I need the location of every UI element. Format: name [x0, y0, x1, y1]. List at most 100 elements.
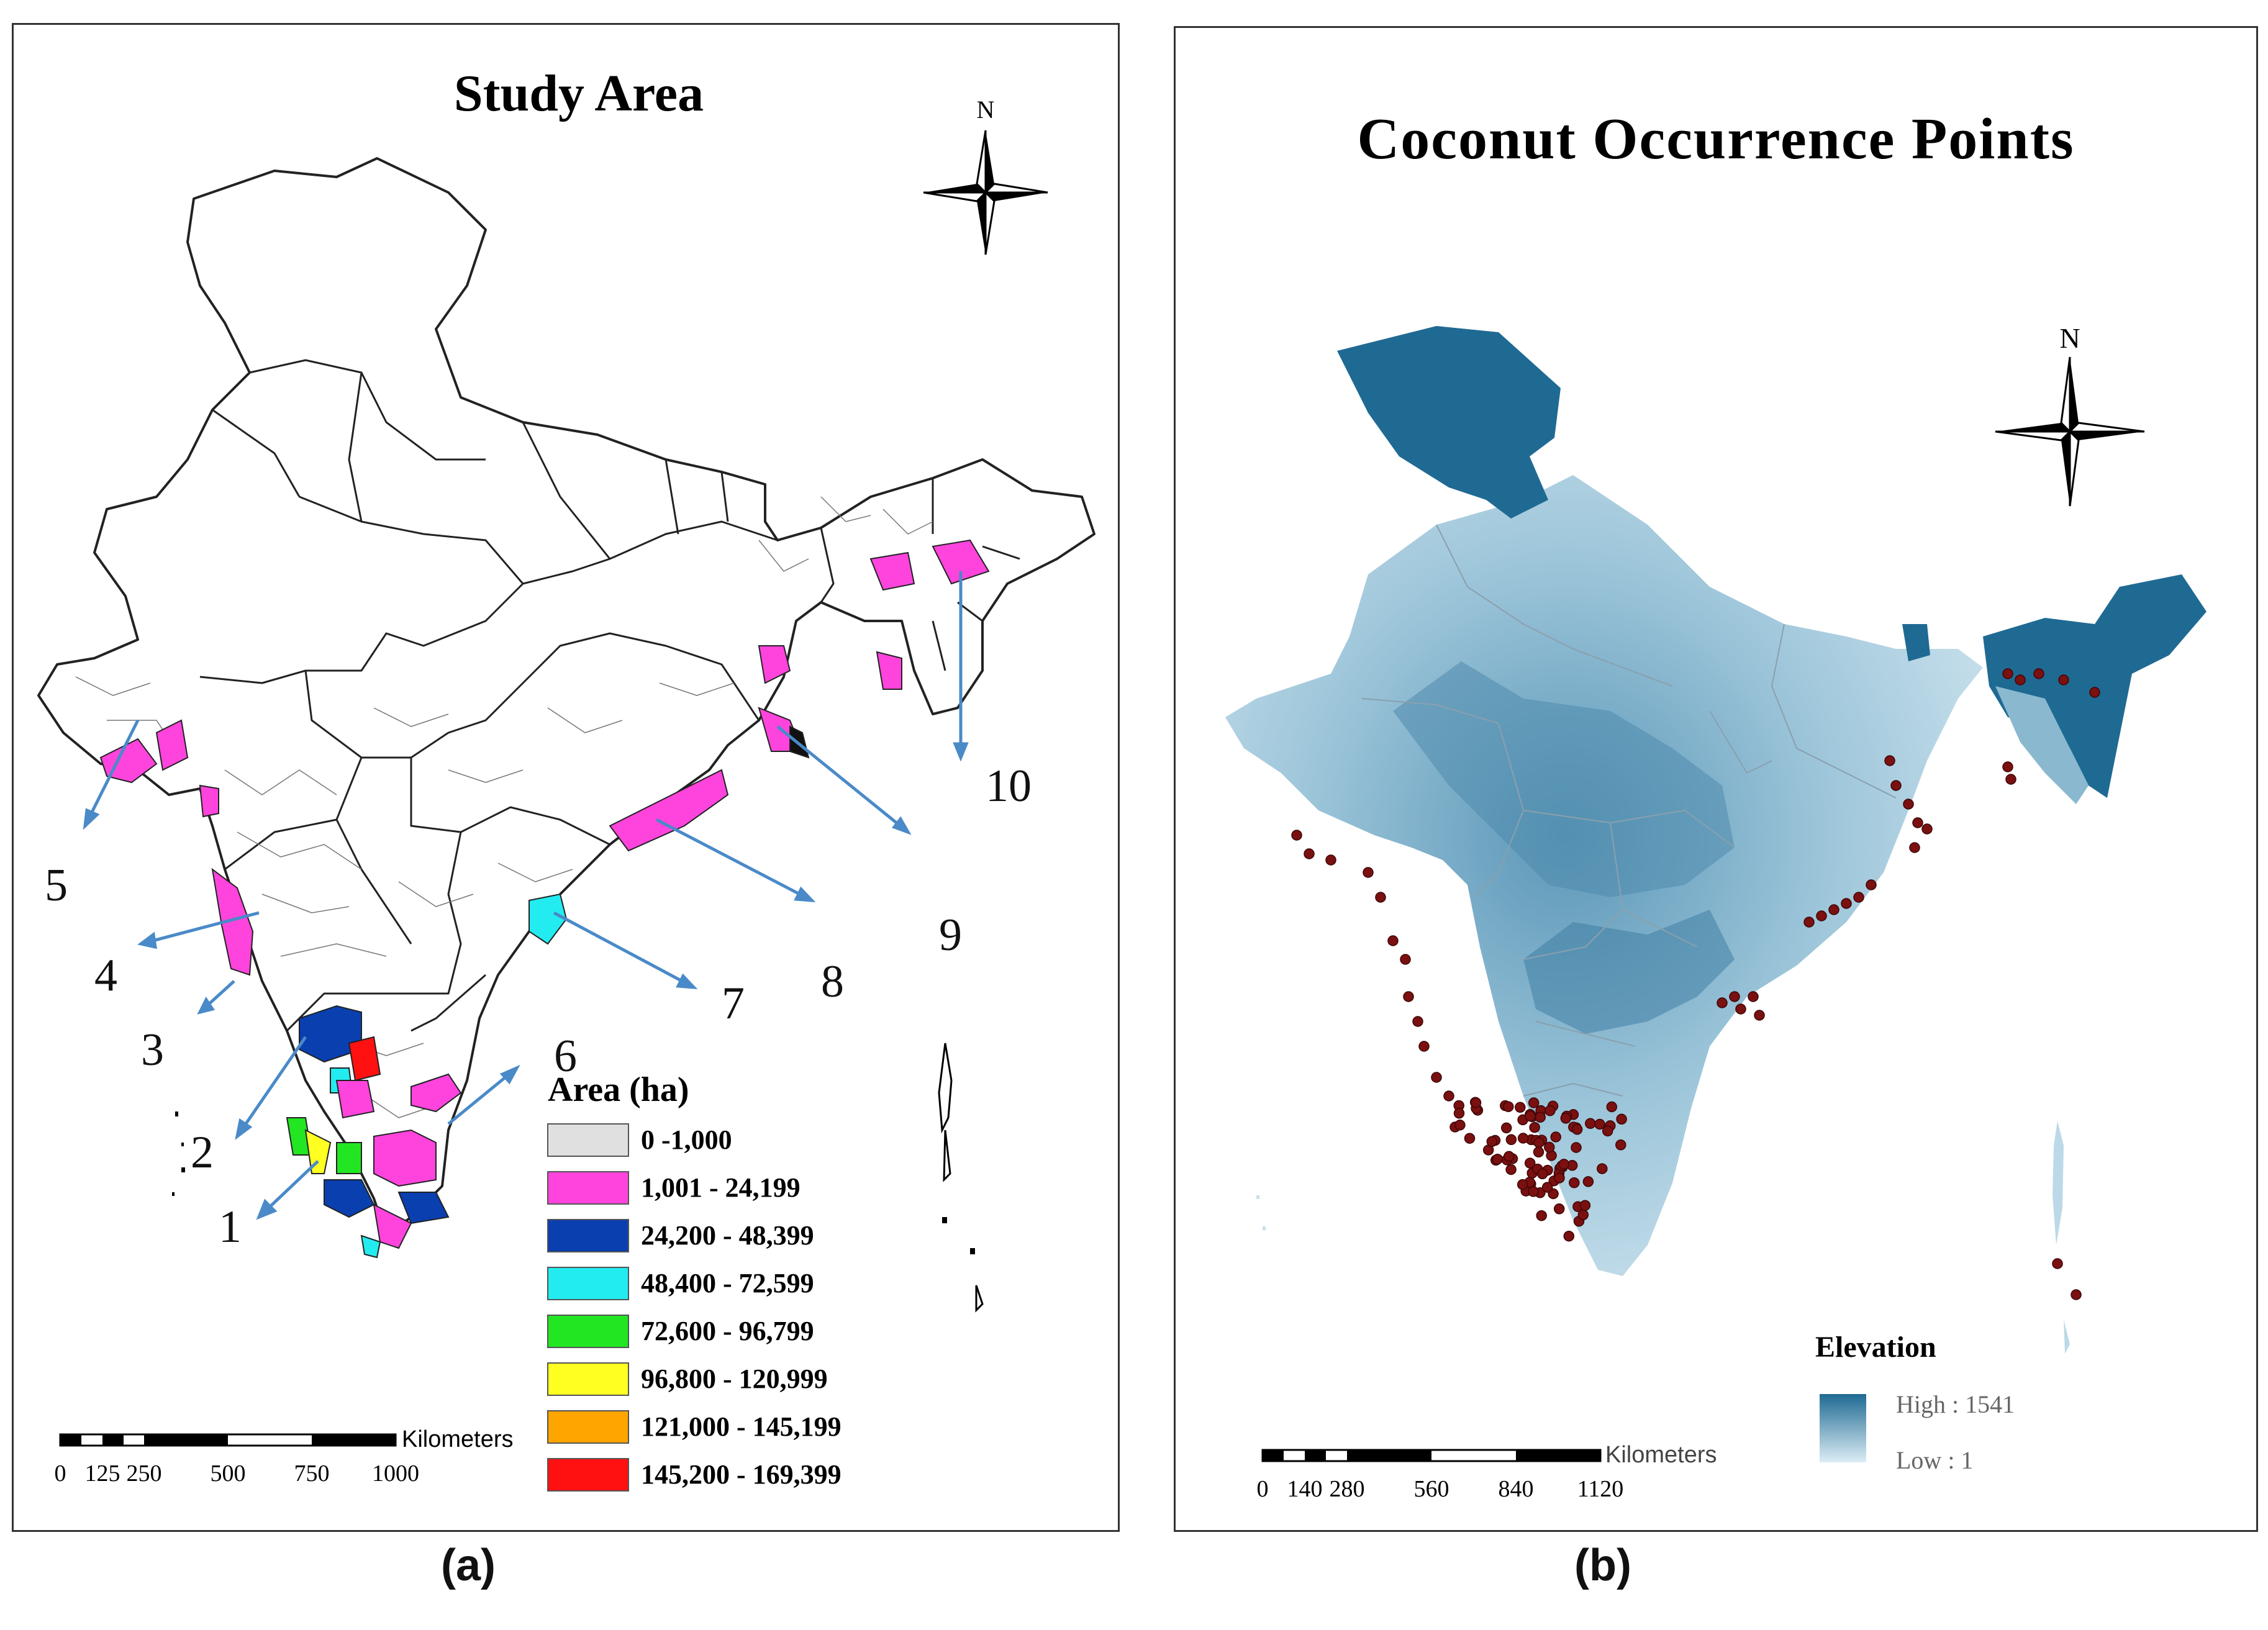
- occurrence-point: [1884, 755, 1895, 766]
- occurrence-point: [1525, 1110, 1536, 1122]
- occurrence-point: [2058, 674, 2069, 686]
- elevation-ramp: [1820, 1394, 1866, 1462]
- occurrence-point: [1517, 1133, 1529, 1144]
- occurrence-point: [1571, 1124, 1583, 1135]
- scale-tick-560: 560: [1414, 1476, 1449, 1502]
- north-label: N: [2059, 322, 2080, 354]
- scale-bar-a: Kilometers 0 125 250 500 750 1000: [55, 1426, 514, 1487]
- panel-a-study-area: Study Area N: [12, 23, 1120, 1532]
- legend-swatch: [547, 1410, 629, 1444]
- scale-unit: Kilometers: [402, 1426, 514, 1452]
- scale-tick-0: 0: [1257, 1476, 1269, 1502]
- occurrence-point: [1453, 1108, 1465, 1119]
- scale-tick-1120: 1120: [1577, 1476, 1624, 1502]
- occurrence-point: [2002, 761, 2013, 772]
- occurrence-point: [1890, 780, 1902, 791]
- callout-5: 5: [45, 860, 68, 911]
- legend-swatch: [547, 1123, 629, 1157]
- occurrence-map: Coconut Occurrence Points N: [1225, 107, 2207, 1502]
- occurrence-point: [1571, 1142, 1582, 1153]
- map-title: Study Area: [454, 65, 704, 122]
- india-states-map: [37, 157, 1095, 1237]
- legend-swatch: [547, 1171, 629, 1205]
- callout-arrows: [83, 571, 969, 1220]
- legend-label: 145,200 - 169,399: [641, 1459, 841, 1490]
- occurrence-point: [1541, 1182, 1553, 1193]
- occurrence-point: [1505, 1164, 1517, 1175]
- scale-unit: Kilometers: [1605, 1442, 1717, 1468]
- occurrence-point: [1536, 1168, 1548, 1180]
- elevation-legend: Elevation High : 1541 Low : 1: [1815, 1331, 2015, 1474]
- occurrence-point: [1615, 1139, 1626, 1151]
- occurrence-point: [1418, 1041, 1430, 1052]
- occurrence-point: [1803, 917, 1815, 928]
- callout-2: 2: [191, 1127, 214, 1178]
- legend-high: High : 1541: [1896, 1390, 2015, 1418]
- occurrence-point: [1748, 991, 1759, 1002]
- occurrence-point: [1325, 854, 1336, 866]
- scale-tick-280: 280: [1330, 1476, 1365, 1502]
- occurrence-point: [1585, 1118, 1596, 1130]
- occurrence-point: [1387, 935, 1399, 946]
- callout-6: 6: [554, 1031, 577, 1082]
- legend-low: Low : 1: [1896, 1446, 1973, 1474]
- north-arrow-icon: [923, 130, 1048, 255]
- occurrence-point: [1515, 1102, 1526, 1113]
- occurrence-point: [1533, 1137, 1545, 1148]
- occurrence-point: [1553, 1203, 1565, 1215]
- occurrence-point: [1486, 1136, 1498, 1148]
- legend-swatch: [547, 1315, 629, 1348]
- occurrence-point: [1816, 910, 1827, 921]
- scale-bar-b: Kilometers 0 140 280 560 840 1120: [1257, 1442, 1717, 1502]
- occurrence-point: [1454, 1120, 1466, 1131]
- occurrence-point: [1304, 848, 1315, 859]
- legend-label: 72,600 - 96,799: [641, 1316, 814, 1346]
- north-label: N: [977, 96, 995, 124]
- occurrence-point: [1528, 1186, 1539, 1197]
- occurrence-point: [2071, 1289, 2082, 1300]
- occurrence-point: [1602, 1125, 1613, 1137]
- callout-8: 8: [821, 956, 844, 1007]
- occurrence-point: [1505, 1134, 1517, 1146]
- legend-swatch: [547, 1458, 629, 1492]
- occurrence-point: [1533, 1146, 1545, 1158]
- legend-label: 121,000 - 145,199: [641, 1411, 841, 1442]
- callout-3: 3: [141, 1025, 164, 1075]
- occurrence-point: [1754, 1010, 1765, 1021]
- occurrence-point: [1544, 1141, 1555, 1153]
- occurrence-point: [1558, 1159, 1570, 1170]
- occurrence-point: [1563, 1230, 1575, 1242]
- callout-10: 10: [986, 761, 1032, 812]
- occurrence-point: [1579, 1200, 1591, 1211]
- area-legend: Area (ha) 0 -1,000 1,001 - 24,199 24,200 -…: [547, 1071, 841, 1492]
- occurrence-point: [1577, 1209, 1589, 1221]
- occurrence-point: [1492, 1153, 1504, 1165]
- occurrence-point: [1524, 1157, 1536, 1169]
- scale-tick-1000: 1000: [372, 1460, 419, 1487]
- occurrence-point: [1606, 1101, 1618, 1113]
- occurrence-point: [1582, 1176, 1594, 1187]
- scale-tick-500: 500: [211, 1460, 246, 1487]
- occurrence-point: [2005, 774, 2016, 785]
- study-area-map: Study Area N: [37, 65, 1095, 1492]
- occurrence-point: [1597, 1163, 1608, 1174]
- scale-tick-750: 750: [294, 1460, 330, 1487]
- occurrence-point: [1412, 1016, 1423, 1027]
- occurrence-point: [1616, 1113, 1627, 1125]
- occurrence-point: [1841, 898, 1852, 909]
- legend-label: 1,001 - 24,199: [641, 1172, 801, 1203]
- legend-label: 96,800 - 120,999: [641, 1364, 828, 1394]
- panel-label-b: (b): [1574, 1541, 1631, 1590]
- occurrence-point: [1550, 1131, 1561, 1143]
- occurrence-point: [1594, 1118, 1605, 1130]
- scale-tick-0: 0: [55, 1460, 66, 1487]
- occurrence-point: [1717, 997, 1728, 1008]
- map-title: Coconut Occurrence Points: [1357, 107, 2074, 171]
- occurrence-point: [1909, 842, 1920, 853]
- occurrence-point: [1866, 879, 1877, 890]
- occurrence-point: [1921, 823, 1933, 835]
- highlighted-districts: [99, 539, 990, 1259]
- occurrence-point: [1545, 1105, 1556, 1116]
- callout-9: 9: [939, 910, 962, 961]
- scale-tick-140: 140: [1287, 1476, 1323, 1502]
